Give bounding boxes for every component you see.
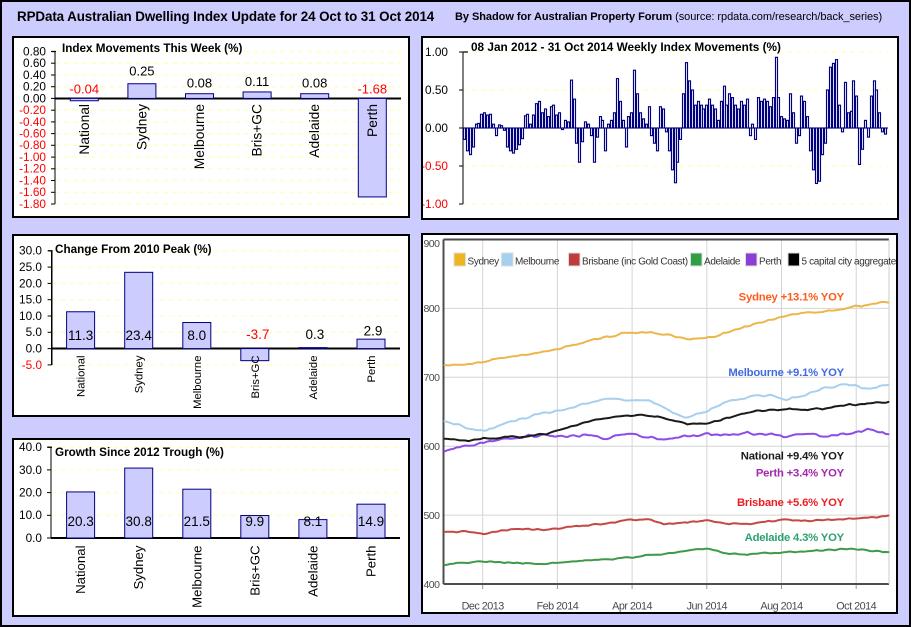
svg-text:9.9: 9.9: [245, 514, 264, 529]
svg-text:Sydney: Sydney: [134, 104, 149, 150]
svg-text:Perth +3.4% YOY: Perth +3.4% YOY: [756, 468, 845, 480]
svg-text:Change From 2010 Peak (%): Change From 2010 Peak (%): [55, 243, 212, 256]
svg-text:Index Movements This Week (%): Index Movements This Week (%): [62, 42, 242, 55]
svg-text:8.1: 8.1: [304, 514, 323, 529]
svg-text:10.0: 10.0: [19, 309, 42, 323]
svg-text:-1.20: -1.20: [19, 162, 46, 176]
svg-text:Perth: Perth: [759, 257, 781, 268]
svg-text:14.9: 14.9: [358, 514, 384, 529]
svg-text:-0.60: -0.60: [19, 127, 46, 141]
svg-text:Melbourne: Melbourne: [515, 257, 560, 268]
svg-text:-1.60: -1.60: [19, 185, 46, 199]
svg-text:-5.0: -5.0: [22, 358, 43, 372]
svg-text:Apr 2014: Apr 2014: [612, 601, 652, 613]
svg-text:-0.50: -0.50: [423, 159, 448, 173]
svg-text:-0.20: -0.20: [19, 103, 46, 117]
svg-text:11.3: 11.3: [68, 328, 93, 343]
svg-text:2.9: 2.9: [364, 324, 383, 339]
svg-text:Adelaide 4.3% YOY: Adelaide 4.3% YOY: [745, 532, 845, 544]
svg-text:0.08: 0.08: [302, 76, 327, 91]
svg-text:0.0: 0.0: [26, 342, 43, 356]
svg-text:Oct 2014: Oct 2014: [836, 601, 876, 613]
svg-text:30.0: 30.0: [19, 463, 42, 477]
svg-text:Bris+GC: Bris+GC: [250, 356, 262, 399]
svg-text:5 capital city aggregate: 5 capital city aggregate: [802, 257, 897, 268]
svg-text:National +9.4% YOY: National +9.4% YOY: [741, 451, 845, 463]
svg-text:700: 700: [423, 372, 440, 384]
svg-text:Dec 2013: Dec 2013: [462, 601, 505, 613]
svg-text:National: National: [73, 545, 88, 593]
svg-text:Sydney +13.1% YOY: Sydney +13.1% YOY: [739, 292, 845, 304]
svg-text:15.0: 15.0: [19, 293, 42, 307]
svg-text:900: 900: [423, 238, 440, 250]
svg-text:8.0: 8.0: [187, 328, 206, 343]
svg-text:40.0: 40.0: [19, 440, 42, 454]
svg-text:-1.68: -1.68: [357, 82, 387, 97]
svg-text:0.60: 0.60: [23, 56, 46, 70]
svg-text:5.0: 5.0: [26, 325, 43, 339]
svg-text:20.3: 20.3: [67, 514, 93, 529]
svg-text:-0.80: -0.80: [19, 138, 46, 152]
svg-text:Brisbane (inc Gold Coast): Brisbane (inc Gold Coast): [582, 257, 688, 268]
svg-text:Growth Since 2012 Trough (%): Growth Since 2012 Trough (%): [55, 446, 224, 459]
svg-text:Jun 2014: Jun 2014: [687, 601, 728, 613]
svg-text:Sydney: Sydney: [134, 355, 146, 393]
svg-text:20.0: 20.0: [19, 276, 42, 290]
svg-text:National: National: [76, 356, 88, 397]
svg-text:30.0: 30.0: [19, 244, 42, 258]
svg-text:Adelaide: Adelaide: [704, 257, 741, 268]
svg-text:Bris+GC: Bris+GC: [247, 545, 262, 596]
svg-text:08 Jan 2012 - 31 Oct 2014 Week: 08 Jan 2012 - 31 Oct 2014 Weekly Index M…: [471, 40, 781, 54]
svg-text:Melbourne: Melbourne: [192, 104, 207, 170]
svg-text:30.8: 30.8: [126, 514, 152, 529]
svg-text:Melbourne: Melbourne: [192, 356, 204, 409]
svg-text:0.3: 0.3: [306, 327, 325, 342]
svg-text:Adelaide: Adelaide: [308, 356, 320, 400]
svg-text:-1.40: -1.40: [19, 173, 46, 187]
svg-text:0.08: 0.08: [187, 76, 212, 91]
svg-text:1.00: 1.00: [425, 45, 448, 59]
svg-text:0.25: 0.25: [129, 64, 154, 79]
svg-text:Bris+GC: Bris+GC: [250, 104, 265, 157]
svg-text:Brisbane +5.6% YOY: Brisbane +5.6% YOY: [737, 497, 845, 509]
svg-text:-0.04: -0.04: [69, 82, 99, 97]
svg-text:0.11: 0.11: [245, 74, 269, 89]
svg-text:500: 500: [423, 510, 440, 522]
svg-text:Perth: Perth: [365, 104, 380, 137]
svg-text:800: 800: [423, 303, 440, 315]
svg-text:0.40: 0.40: [23, 68, 46, 82]
svg-text:-1.00: -1.00: [19, 150, 46, 164]
svg-text:Feb 2014: Feb 2014: [537, 601, 579, 613]
svg-text:Adelaide: Adelaide: [305, 546, 320, 597]
svg-text:20.0: 20.0: [19, 486, 42, 500]
svg-text:Melbourne: Melbourne: [189, 546, 204, 608]
svg-text:0.50: 0.50: [425, 83, 448, 97]
svg-text:0.0: 0.0: [26, 531, 43, 545]
svg-text:600: 600: [423, 441, 440, 453]
svg-text:Perth: Perth: [364, 546, 379, 578]
svg-text:0.20: 0.20: [23, 80, 46, 94]
svg-text:Melbourne +9.1% YOY: Melbourne +9.1% YOY: [728, 367, 844, 379]
svg-text:10.0: 10.0: [19, 508, 42, 522]
svg-text:Aug 2014: Aug 2014: [760, 601, 803, 613]
svg-text:23.4: 23.4: [126, 328, 153, 343]
svg-text:21.5: 21.5: [184, 514, 210, 529]
svg-text:Adelaide: Adelaide: [307, 104, 322, 158]
svg-text:0.00: 0.00: [425, 121, 448, 135]
svg-text:-1.00: -1.00: [423, 197, 448, 211]
svg-text:25.0: 25.0: [19, 260, 42, 274]
svg-text:Perth: Perth: [366, 356, 378, 383]
svg-text:-0.40: -0.40: [19, 115, 46, 129]
svg-text:Sydney: Sydney: [468, 257, 500, 268]
svg-text:Sydney: Sydney: [131, 545, 146, 589]
svg-text:0.80: 0.80: [23, 44, 46, 58]
svg-text:-1.80: -1.80: [19, 197, 46, 211]
svg-text:400: 400: [423, 579, 440, 591]
svg-text:National: National: [77, 104, 92, 155]
svg-text:-3.7: -3.7: [246, 327, 269, 342]
svg-text:0.00: 0.00: [23, 91, 46, 105]
